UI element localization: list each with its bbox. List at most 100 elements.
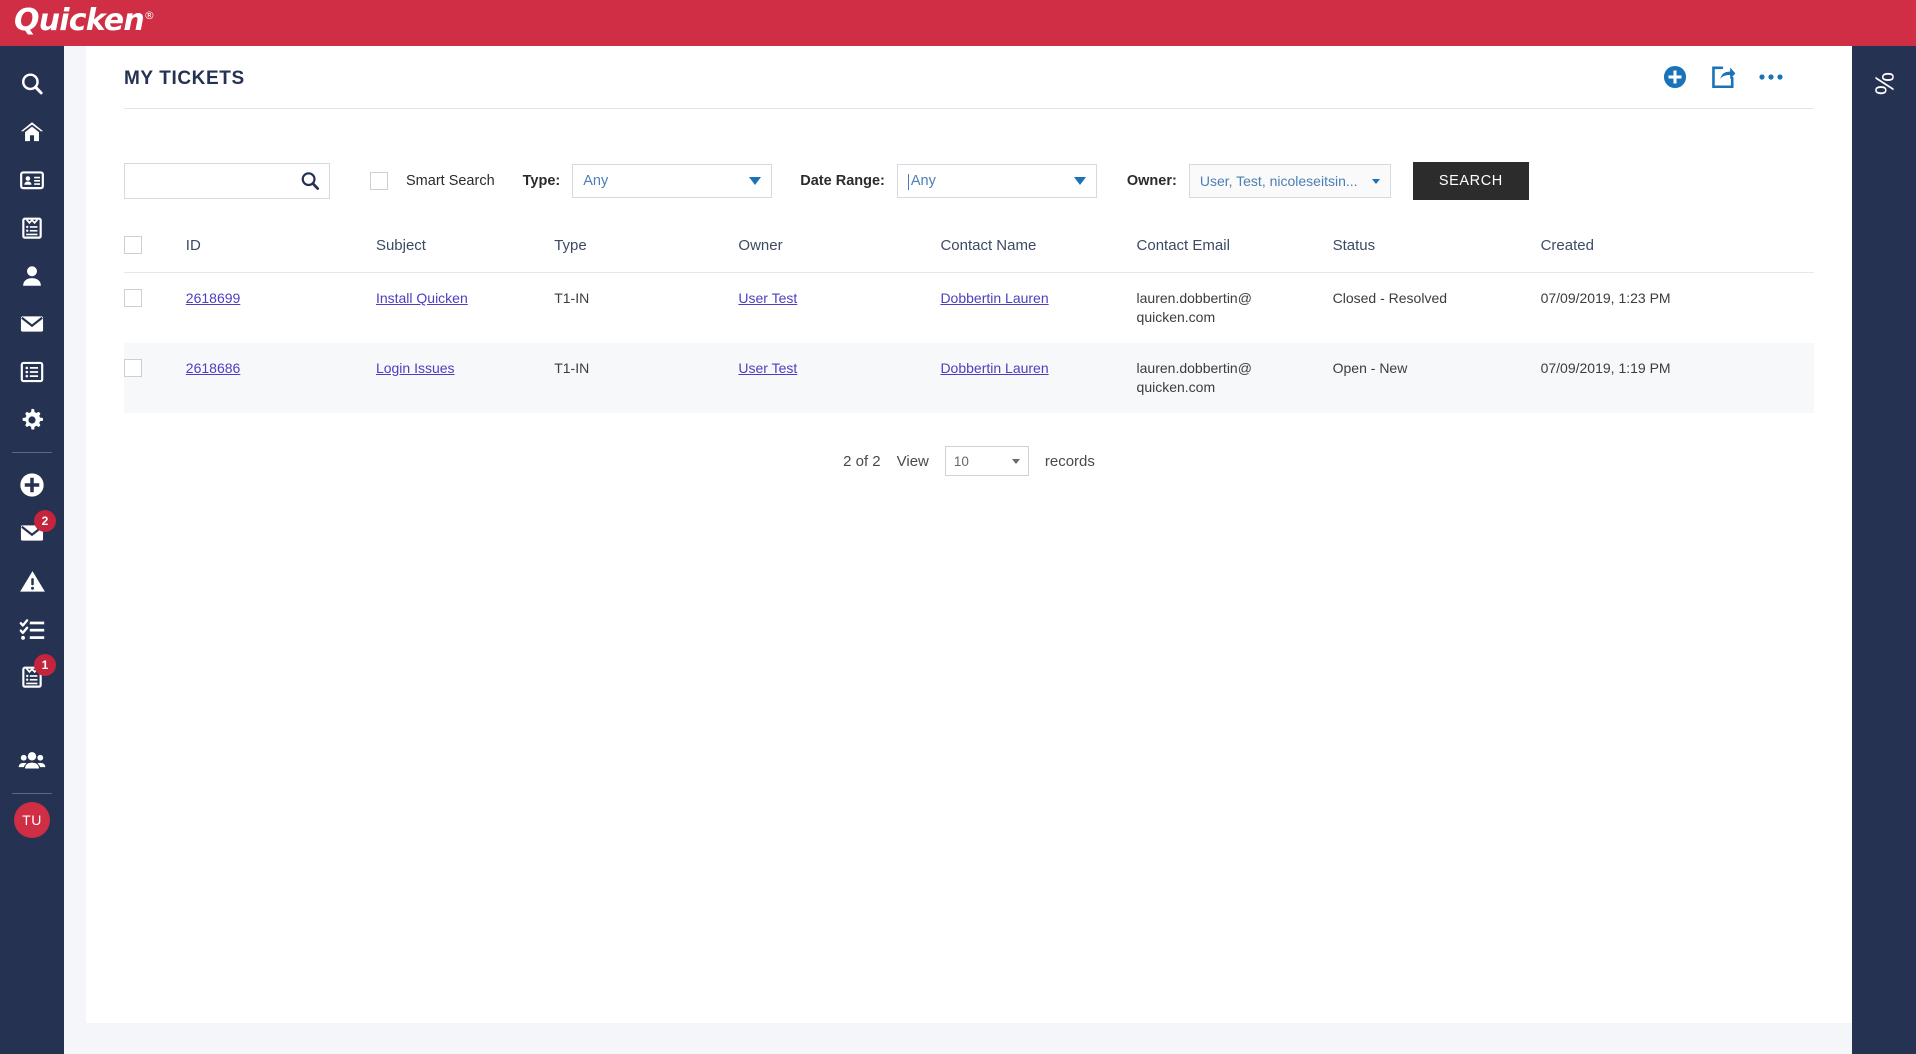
cell-subject: Install Quicken <box>376 273 554 343</box>
more-icon[interactable] <box>1758 71 1784 83</box>
search-input[interactable] <box>133 173 299 189</box>
sidebar-item-alerts[interactable] <box>0 557 64 605</box>
ticket-subject-link[interactable]: Install Quicken <box>375 290 468 306</box>
row-select-cell <box>124 342 186 413</box>
people-icon <box>18 752 46 769</box>
ticket-subject-link[interactable]: Login Issues <box>375 359 455 376</box>
top-brand-bar: Quicken® <box>0 0 1916 46</box>
table-body: 2618699 Install Quicken T1-IN User Test … <box>124 273 1814 413</box>
table-header: ID Subject Type Owner Contact Name Conta… <box>124 226 1814 273</box>
contact-name-link[interactable]: Dobbertin Lauren <box>940 359 1049 376</box>
share-icon[interactable] <box>1710 64 1736 90</box>
smart-search-checkbox[interactable] <box>370 172 388 190</box>
cell-contact-email: lauren.dobbertin@quicken.com <box>1137 273 1333 343</box>
contact-name-link[interactable]: Dobbertin Lauren <box>940 290 1049 306</box>
title-divider <box>124 108 1814 109</box>
col-id[interactable]: ID <box>185 226 376 273</box>
plus-circle-icon <box>20 473 44 497</box>
brand-name: Quicken <box>14 3 145 38</box>
text-caret <box>907 174 909 190</box>
cell-contact-name: Dobbertin Lauren <box>940 342 1137 413</box>
contact-email-text: lauren.dobbertin@quicken.com <box>1136 359 1252 395</box>
right-sidebar: % <box>1852 46 1916 1054</box>
sidebar-item-tasks[interactable] <box>0 605 64 653</box>
main-content-panel: MY TICKETS Smart Search Type: <box>86 46 1852 1023</box>
sidebar-item-contacts[interactable] <box>0 156 64 204</box>
record-count: 2 of 2 <box>843 452 881 470</box>
left-sidebar: 2 1 <box>0 46 64 1054</box>
gear-icon <box>22 408 43 430</box>
sidebar-item-mail[interactable] <box>0 300 64 348</box>
col-subject[interactable]: Subject <box>375 226 555 273</box>
ticket-id-link[interactable]: 2618686 <box>185 359 241 376</box>
cell-type: T1-IN <box>554 342 739 413</box>
date-range-select[interactable]: Any <box>896 164 1097 198</box>
cell-owner: User Test <box>738 342 941 413</box>
contact-card-icon <box>20 171 44 190</box>
col-created[interactable]: Created <box>1540 226 1814 273</box>
sidebar-divider-1 <box>12 452 52 453</box>
cell-type: T1-IN <box>554 290 590 306</box>
sidebar-item-inbox[interactable]: 2 <box>0 509 64 557</box>
view-label: View <box>896 452 929 470</box>
search-button[interactable]: SEARCH <box>1412 162 1529 200</box>
chevron-down-icon <box>749 177 762 185</box>
cell-created: 07/09/2019, 1:19 PM <box>1540 342 1814 413</box>
table-row: 2618699 Install Quicken T1-IN User Test … <box>124 273 1814 343</box>
cell-contact-email: lauren.dobbertin@quicken.com <box>1136 342 1333 413</box>
sidebar-item-settings[interactable] <box>0 396 64 444</box>
add-icon[interactable] <box>1662 64 1688 90</box>
cell-owner: User Test <box>738 273 940 343</box>
sidebar-divider-2 <box>12 793 52 794</box>
type-select-value: Any <box>583 173 609 189</box>
col-status[interactable]: Status <box>1332 226 1541 273</box>
sidebar-item-new[interactable] <box>0 461 64 509</box>
home-icon <box>20 122 44 142</box>
search-icon[interactable] <box>299 170 321 192</box>
brand-trademark: ® <box>143 9 155 22</box>
col-contact-name[interactable]: Contact Name <box>940 226 1137 273</box>
sidebar-item-lists[interactable] <box>0 348 64 396</box>
sidebar-item-tickets[interactable]: 1 <box>0 653 64 701</box>
cell-created: 07/09/2019, 1:23 PM <box>1540 290 1671 306</box>
sidebar-item-profile[interactable] <box>0 252 64 300</box>
contact-email-text: lauren.dobbertin@quicken.com <box>1136 290 1252 325</box>
ticket-owner-link[interactable]: User Test <box>738 290 798 306</box>
page-size-value: 10 <box>953 453 969 469</box>
inbox-badge: 2 <box>34 510 56 532</box>
col-select <box>124 226 186 273</box>
col-type[interactable]: Type <box>554 226 739 273</box>
type-select[interactable]: Any <box>572 164 773 198</box>
search-field-wrapper[interactable] <box>124 163 330 199</box>
cell-status: Closed - Resolved <box>1332 290 1448 306</box>
row-checkbox[interactable] <box>124 358 142 377</box>
date-range-label: Date Range: <box>800 173 885 189</box>
tickets-table: ID Subject Type Owner Contact Name Conta… <box>124 226 1814 413</box>
col-owner[interactable]: Owner <box>738 226 941 273</box>
right-rail-glyph: % <box>1869 71 1900 96</box>
records-label: records <box>1044 452 1095 470</box>
select-all-checkbox[interactable] <box>124 236 142 254</box>
owner-select[interactable]: User, Test, nicoleseitsin... <box>1188 164 1391 198</box>
avatar[interactable]: TU <box>14 802 50 838</box>
pagination-bar: 2 of 2 View 10 records <box>124 446 1814 476</box>
envelope-icon <box>20 316 44 332</box>
smart-search-label: Smart Search <box>406 173 495 189</box>
page-title: MY TICKETS <box>124 68 245 89</box>
list-icon <box>20 361 44 383</box>
row-checkbox[interactable] <box>124 289 142 307</box>
sidebar-item-search[interactable] <box>0 60 64 108</box>
table-row: 2618686 Login Issues T1-IN User Test Dob… <box>124 342 1814 413</box>
sidebar-item-home[interactable] <box>0 108 64 156</box>
cell-status: Open - New <box>1332 342 1541 413</box>
page-size-select[interactable]: 10 <box>944 446 1029 476</box>
ticket-id-link[interactable]: 2618699 <box>185 290 241 306</box>
ticket-owner-link[interactable]: User Test <box>738 359 798 376</box>
cell-id: 2618686 <box>185 342 376 413</box>
owner-label: Owner: <box>1126 173 1177 189</box>
cell-contact-name: Dobbertin Lauren <box>940 273 1136 343</box>
col-contact-email[interactable]: Contact Email <box>1136 226 1333 273</box>
table-header-row: ID Subject Type Owner Contact Name Conta… <box>124 226 1814 273</box>
sidebar-item-teams[interactable] <box>0 737 64 785</box>
sidebar-item-forms[interactable] <box>0 204 64 252</box>
